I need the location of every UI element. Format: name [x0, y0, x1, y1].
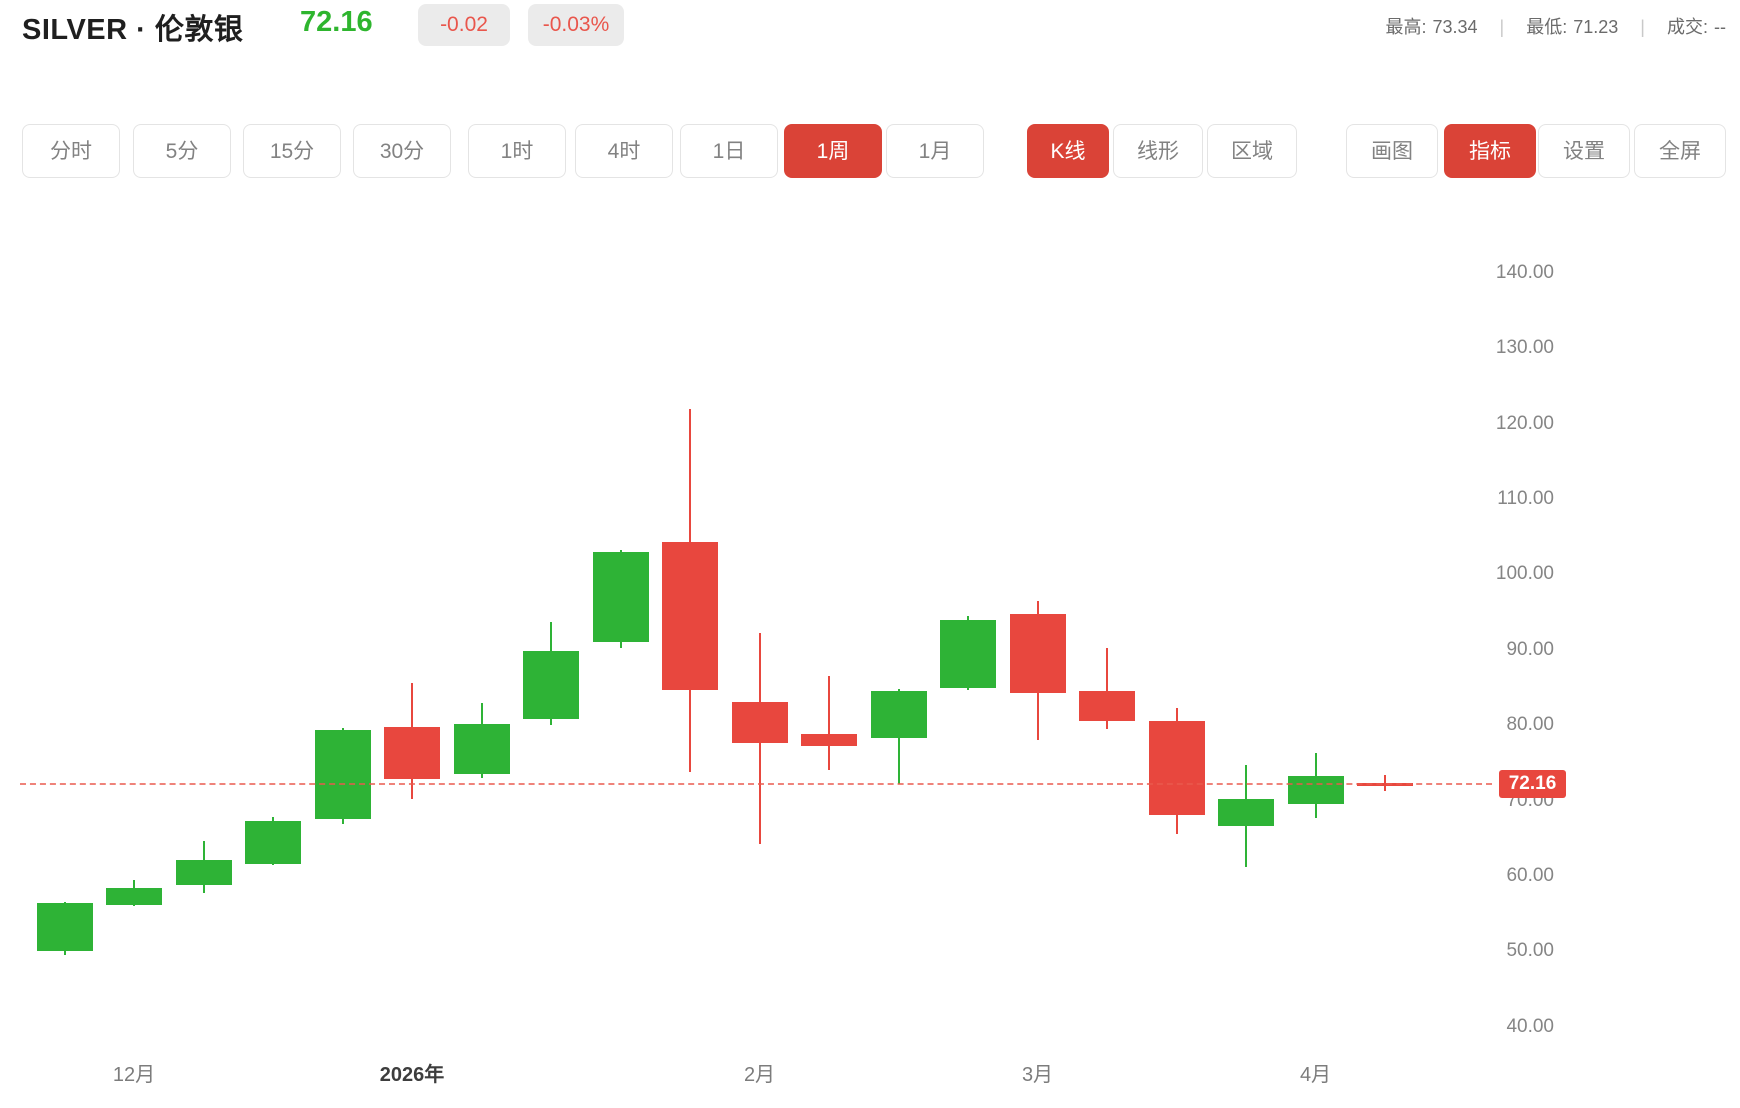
chart-type-button-candle[interactable]: K线 [1027, 124, 1109, 178]
candle-body-up [175, 860, 232, 885]
tool-button-settings[interactable]: 设置 [1538, 124, 1630, 178]
tool-button-draw[interactable]: 画图 [1346, 124, 1438, 178]
period-button-5min[interactable]: 5分 [133, 124, 231, 178]
y-axis-label: 50.00 [1506, 940, 1554, 962]
candle-body-up [870, 690, 927, 739]
period-button-time-share[interactable]: 分时 [22, 124, 120, 178]
candle-body-down [1148, 721, 1205, 815]
candle-body-up [36, 903, 93, 952]
candle-body-up [314, 730, 371, 820]
tool-button-fullscreen[interactable]: 全屏 [1634, 124, 1726, 178]
y-axis-label: 110.00 [1497, 488, 1554, 510]
candle-body-up [1218, 799, 1274, 827]
candle-body-up [453, 724, 510, 775]
candle-wick [828, 676, 830, 771]
high-value: 73.34 [1432, 17, 1478, 37]
x-axis-label: 12月 [112, 1064, 156, 1086]
current-price-line [20, 783, 1492, 786]
candle-body-up [592, 551, 649, 642]
candle-body-down [731, 701, 788, 743]
tool-button-indicator[interactable]: 指标 [1444, 124, 1536, 178]
period-button-15min[interactable]: 15分 [243, 124, 341, 178]
period-button-4hour[interactable]: 4时 [575, 124, 673, 178]
volume-value: -- [1714, 17, 1726, 37]
chart-type-button-area[interactable]: 区域 [1207, 124, 1297, 178]
low-label: 最低: [1526, 17, 1568, 37]
candle-body-down [801, 734, 857, 746]
period-button-1hour[interactable]: 1时 [468, 124, 566, 178]
candle-body-up [523, 650, 579, 720]
symbol-title: SILVER · 伦敦银 [22, 14, 244, 46]
candle-body-down [384, 727, 440, 780]
y-axis-label: 90.00 [1506, 638, 1554, 660]
period-button-30min[interactable]: 30分 [353, 124, 451, 178]
high-label: 最高: [1385, 17, 1427, 37]
low-value: 71.23 [1573, 17, 1619, 37]
quote-header: SILVER · 伦敦银 72.16 -0.02 -0.03% 最高: 73.34… [0, 0, 1740, 60]
period-button-1day[interactable]: 1日 [680, 124, 778, 178]
stats-divider: | [1640, 17, 1645, 37]
x-axis-label: 3月 [1021, 1064, 1054, 1086]
y-axis-label: 120.00 [1495, 412, 1554, 434]
period-button-1month[interactable]: 1月 [886, 124, 984, 178]
y-axis-label: 100.00 [1495, 563, 1554, 585]
y-axis-label: 40.00 [1506, 1015, 1554, 1037]
candle-body-up [106, 888, 162, 905]
candle-body-up [1287, 775, 1344, 805]
last-price: 72.16 [300, 6, 373, 38]
y-axis-label: 60.00 [1506, 864, 1554, 886]
session-stats: 最高: 73.34 | 最低: 71.23 | 成交: -- [1385, 13, 1726, 39]
candle-body-up [245, 820, 301, 864]
x-axis-label: 4月 [1299, 1064, 1332, 1086]
chart-type-button-line[interactable]: 线形 [1113, 124, 1203, 178]
y-axis-label: 130.00 [1495, 337, 1554, 359]
candlestick-chart[interactable]: 140.00 130.00 120.00 110.00 100.00 90.00 80.00… [0, 200, 1740, 1108]
candle-body-down [662, 542, 718, 690]
period-button-1week[interactable]: 1周 [784, 124, 882, 178]
stats-divider: | [1499, 17, 1505, 37]
price-change-badge: -0.02 [418, 4, 510, 46]
current-price-badge: 72.16 [1499, 770, 1566, 799]
candle-body-down [1079, 690, 1135, 722]
y-axis-label: 140.00 [1495, 262, 1554, 283]
y-axis-label: 80.00 [1506, 714, 1554, 736]
candle-body-down [1009, 613, 1066, 693]
x-axis-label: 2026年 [379, 1064, 445, 1086]
price-change-percent-badge: -0.03% [528, 4, 624, 46]
x-axis-label: 2月 [743, 1064, 776, 1086]
candle-body-up [940, 620, 996, 688]
volume-label: 成交: [1666, 17, 1708, 37]
candle-wick [1106, 648, 1108, 729]
